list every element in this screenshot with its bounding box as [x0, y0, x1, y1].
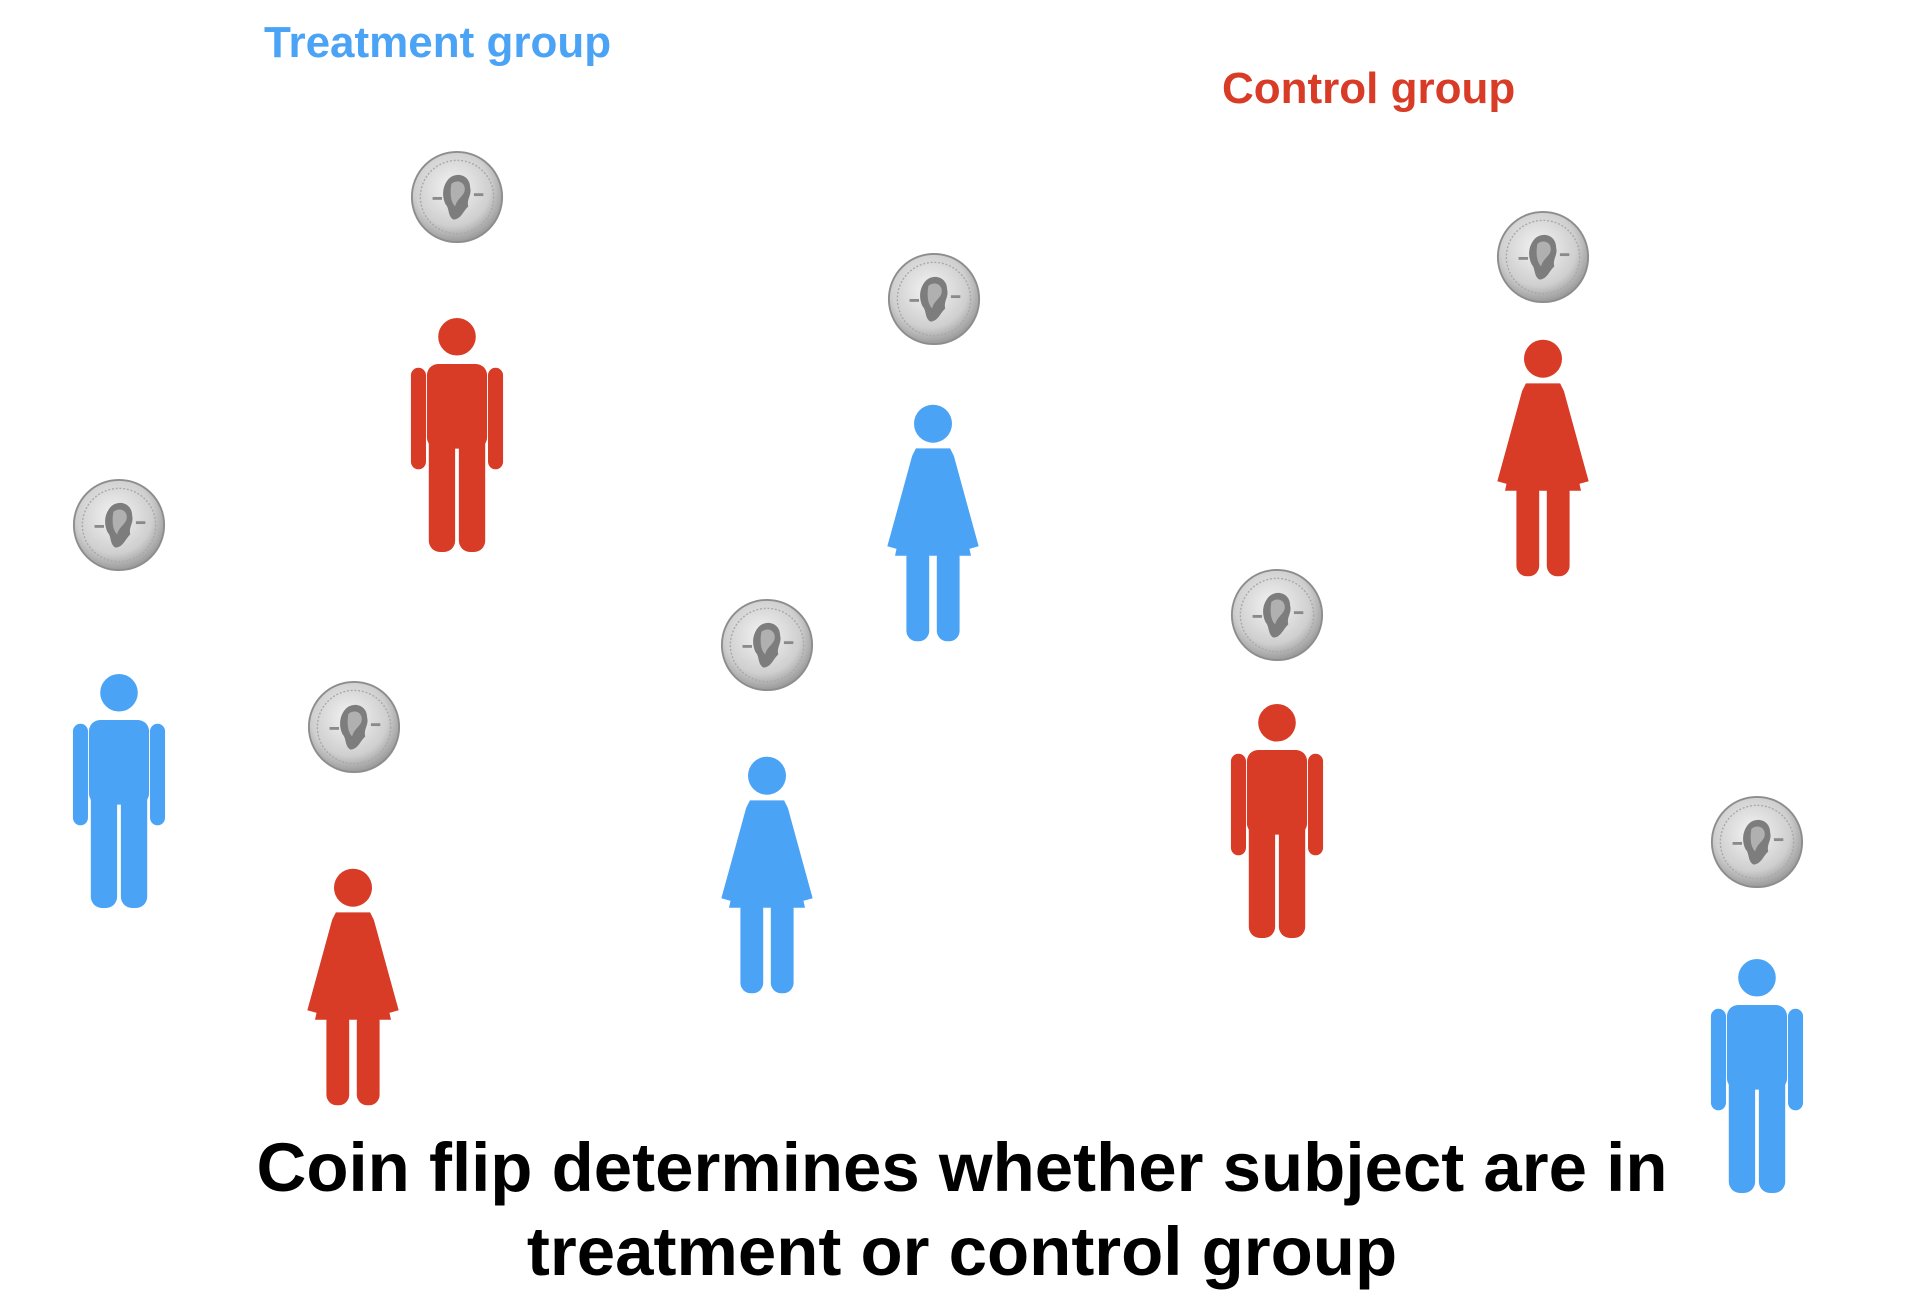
- coin-icon: [1710, 795, 1804, 889]
- woman-icon: [296, 864, 410, 1109]
- coin-icon: [720, 598, 814, 692]
- woman-icon: [710, 752, 824, 997]
- caption-line-2: treatment or control group: [526, 1213, 1398, 1290]
- man-icon: [1230, 698, 1324, 943]
- coin-icon: [72, 478, 166, 572]
- man-icon: [410, 312, 504, 557]
- woman-icon: [1486, 335, 1600, 580]
- man-icon: [72, 668, 166, 913]
- coin-icon: [1496, 210, 1590, 304]
- control-group-label: Control group: [1222, 64, 1516, 113]
- caption-line-1: Coin flip determines whether subject are…: [256, 1129, 1668, 1206]
- caption: Coin flip determines whether subject are…: [212, 1126, 1712, 1294]
- coin-icon: [887, 252, 981, 346]
- woman-icon: [876, 400, 990, 645]
- coin-icon: [307, 680, 401, 774]
- treatment-group-label: Treatment group: [264, 18, 612, 67]
- coin-icon: [1230, 568, 1324, 662]
- man-icon: [1710, 953, 1804, 1198]
- coin-icon: [410, 150, 504, 244]
